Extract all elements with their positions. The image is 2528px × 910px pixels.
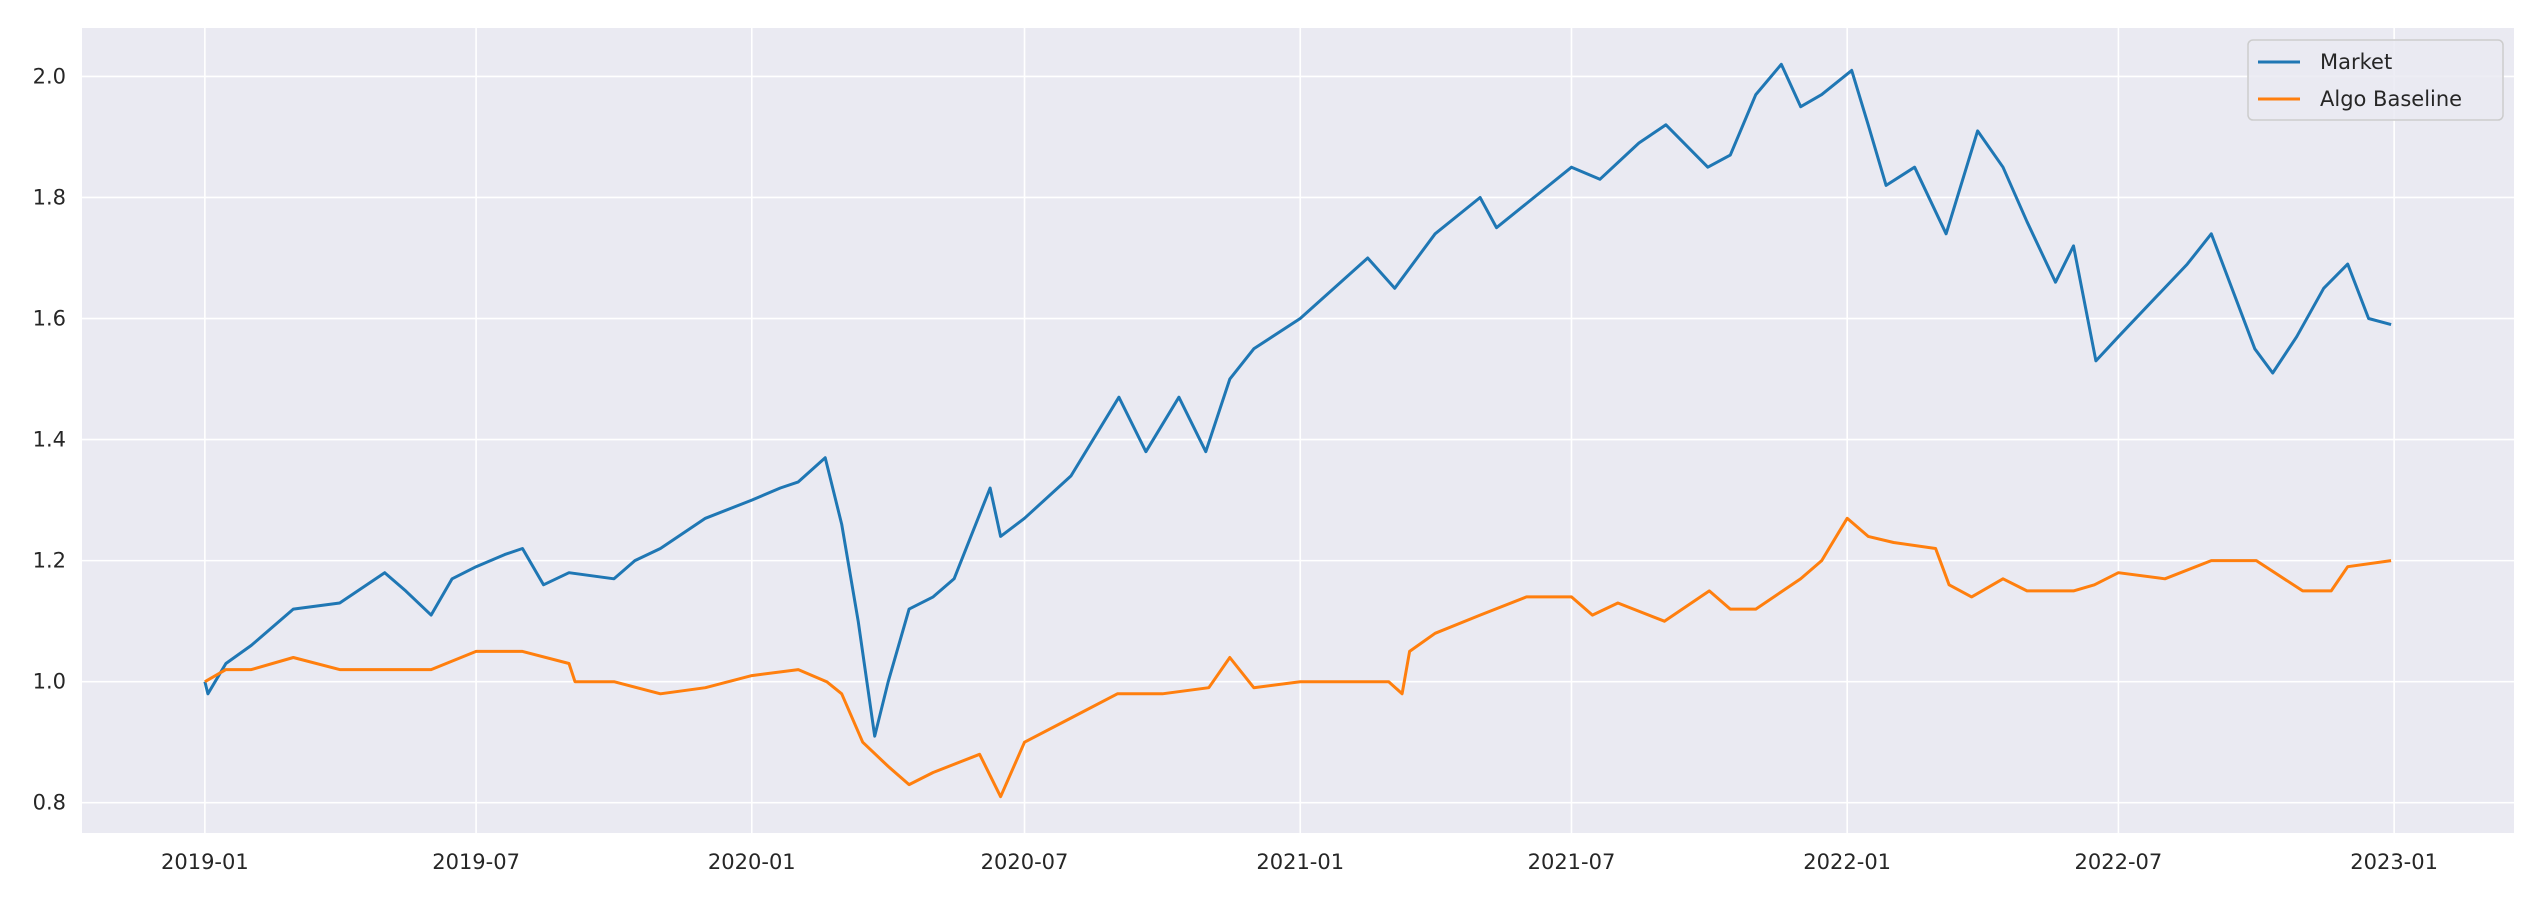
series-layer: [203, 62, 2392, 799]
y-tick-label: 1.4: [33, 428, 66, 452]
plot-background: [82, 28, 2514, 833]
x-axis-ticks: 2019-01 2019-07 2020-01 2020-07 2021-01 2021-…: [161, 850, 2438, 874]
x-tick-label: 2020-01: [708, 850, 796, 874]
legend: Market Algo Baseline: [2247, 39, 2504, 121]
y-tick-label: 1.6: [33, 307, 66, 331]
x-tick-label: 2021-07: [1528, 850, 1616, 874]
series-line-market: [203, 62, 2392, 738]
legend-label: Algo Baseline: [2320, 87, 2462, 111]
x-tick-label: 2019-07: [432, 850, 520, 874]
x-tick-label: 2023-01: [2350, 850, 2438, 874]
legend-box: [2247, 39, 2504, 121]
y-tick-label: 0.8: [33, 791, 66, 815]
series-line-algo-baseline: [204, 516, 2392, 799]
y-tick-label: 2.0: [33, 64, 66, 88]
x-tick-label: 2020-07: [981, 850, 1069, 874]
y-tick-label: 1.2: [33, 549, 66, 573]
y-axis-ticks: 0.8 1.0 1.2 1.4 1.6 1.8 2.0: [33, 64, 66, 814]
x-tick-label: 2022-01: [1803, 850, 1891, 874]
x-tick-label: 2021-01: [1256, 850, 1344, 874]
x-tick-label: 2019-01: [161, 850, 249, 874]
y-tick-label: 1.0: [33, 670, 66, 694]
x-tick-label: 2022-07: [2075, 850, 2163, 874]
legend-label: Market: [2320, 50, 2392, 74]
y-tick-label: 1.8: [33, 185, 66, 209]
